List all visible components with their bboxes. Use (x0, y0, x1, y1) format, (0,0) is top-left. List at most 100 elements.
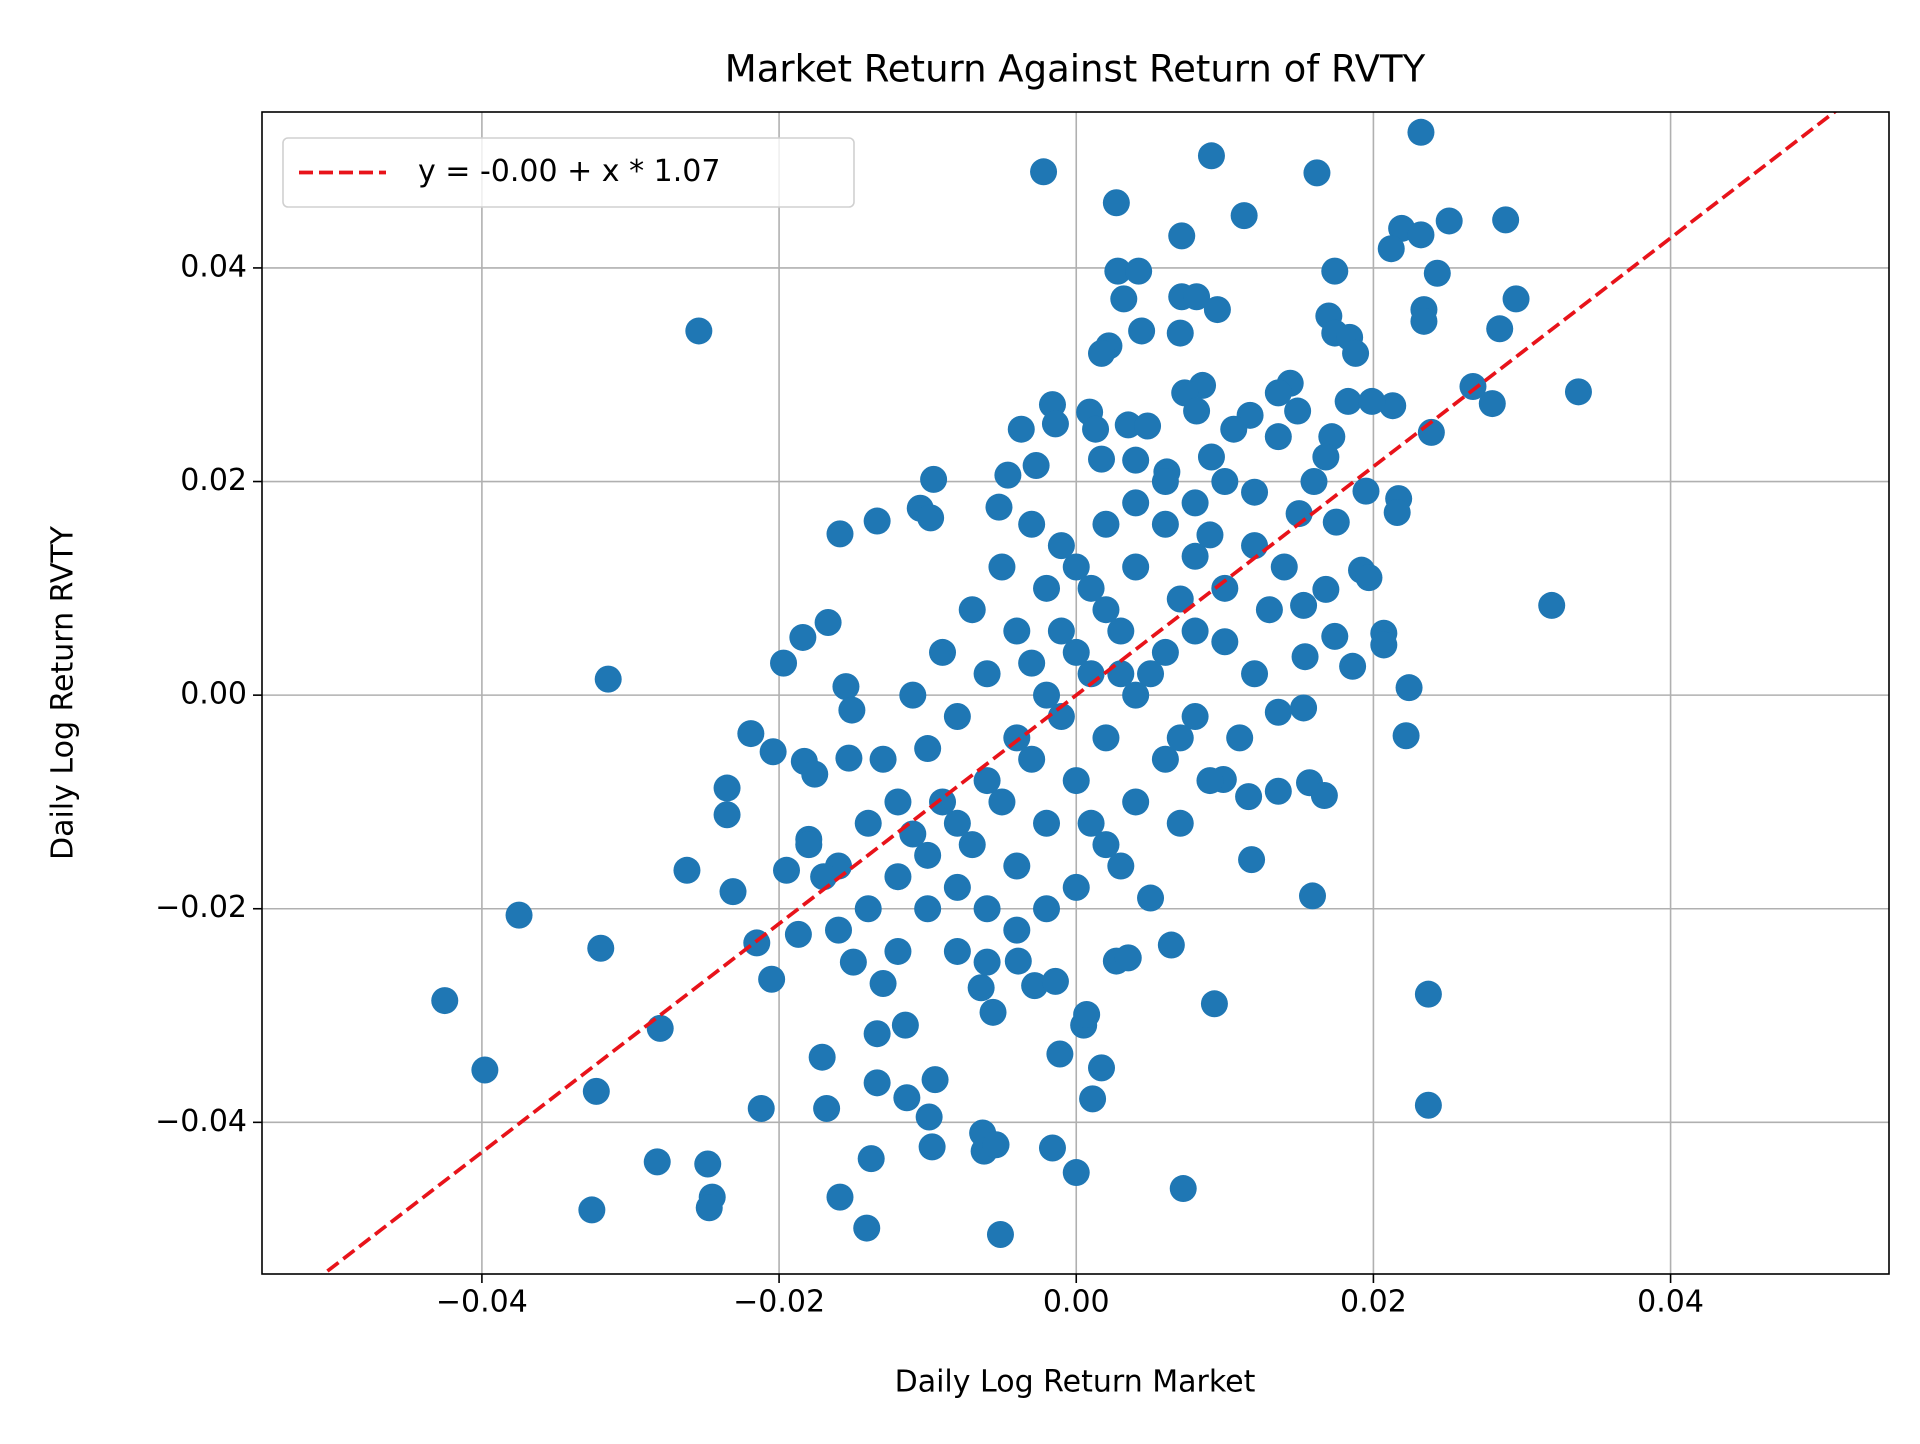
scatter-point (1077, 809, 1105, 837)
scatter-point (1166, 809, 1194, 837)
scatter-point (1486, 315, 1514, 343)
scatter-point (471, 1056, 499, 1084)
scatter-point (813, 1094, 841, 1122)
scatter-point (814, 609, 842, 637)
scatter-point (869, 970, 897, 997)
scatter-point (1183, 283, 1211, 311)
scatter-point (854, 809, 882, 837)
scatter-point (1220, 415, 1248, 443)
scatter-point (773, 856, 801, 884)
scatter-point (1088, 339, 1116, 367)
scatter-point (1047, 617, 1075, 645)
scatter-point (943, 937, 971, 965)
scatter-point (1459, 372, 1487, 400)
scatter-point (835, 744, 863, 772)
scatter-point (1370, 631, 1398, 659)
scatter-point (929, 788, 957, 816)
scatter-point (646, 1014, 674, 1042)
scatter-point (1046, 1040, 1074, 1068)
scatter-point (1166, 585, 1194, 613)
scatter-point (810, 863, 838, 891)
scatter-point (1414, 1091, 1442, 1119)
scatter-point (1264, 423, 1292, 451)
scatter-point (1030, 158, 1058, 186)
scatter-point (673, 856, 701, 884)
scatter-point (1478, 390, 1506, 418)
scatter-point (1435, 207, 1463, 235)
scatter-point (1137, 884, 1165, 912)
scatter-point (505, 901, 533, 929)
scatter-point (1492, 206, 1520, 234)
scatter-point (853, 1214, 881, 1242)
scatter-point (1166, 319, 1194, 347)
scatter-point (1379, 392, 1407, 420)
scatter-point (1102, 189, 1130, 217)
scatter-point (694, 1150, 722, 1178)
scatter-point (920, 465, 948, 493)
scatter-point (1235, 783, 1263, 811)
scatter-point (1151, 468, 1179, 496)
scatter-point (1107, 852, 1135, 880)
scatter-point (1183, 397, 1211, 425)
scatter-point (884, 863, 912, 891)
scatter-point (973, 948, 1001, 976)
scatter-point (1007, 415, 1035, 443)
scatter-point (1321, 622, 1349, 650)
scatter-point (1003, 617, 1031, 645)
scatter-point (1211, 628, 1239, 656)
scatter-point (770, 649, 798, 677)
scatter-point (1355, 564, 1383, 592)
scatter-point (869, 745, 897, 773)
scatter-point (1300, 468, 1328, 496)
scatter-point (784, 920, 812, 948)
scatter-point (1538, 591, 1566, 619)
scatter-point (1284, 397, 1312, 425)
scatter-point (1197, 443, 1225, 471)
y-tick-label: 0.00 (180, 677, 247, 712)
scatter-point (1377, 235, 1405, 263)
scatter-point (1383, 499, 1411, 527)
scatter-point (1230, 202, 1258, 230)
scatter-point (1339, 652, 1367, 680)
scatter-point (973, 895, 1001, 923)
scatter-point (1414, 980, 1442, 1008)
scatter-point (578, 1196, 606, 1224)
scatter-point (1114, 944, 1142, 972)
scatter-point (1088, 445, 1116, 473)
chart-title: Market Return Against Return of RVTY (725, 48, 1426, 91)
scatter-point (826, 520, 854, 548)
scatter-point (825, 916, 853, 944)
scatter-point (1211, 574, 1239, 602)
legend: y = -0.00 + x * 1.07 (282, 137, 855, 208)
scatter-point (1128, 317, 1156, 345)
scatter-point (1168, 222, 1196, 250)
scatter-point (1407, 221, 1435, 249)
scatter-point (1564, 378, 1592, 406)
scatter-point (1290, 694, 1318, 722)
scatter-point (1211, 468, 1239, 496)
legend-box (282, 137, 855, 208)
y-tick-label: −0.04 (155, 1104, 247, 1139)
scatter-point (1003, 916, 1031, 944)
scatter-point (918, 1133, 946, 1161)
scatter-point (587, 934, 615, 962)
scatter-point (857, 1145, 885, 1173)
scatter-point (1196, 767, 1224, 795)
scatter-point (1423, 259, 1451, 287)
scatter-point (863, 507, 891, 535)
scatter-point (863, 1069, 891, 1097)
x-tick-label: −0.02 (733, 1285, 825, 1320)
scatter-point (1181, 617, 1209, 645)
scatter-point (1181, 489, 1209, 517)
scatter-point (1041, 410, 1069, 438)
scatter-point (737, 720, 765, 748)
scatter-point (1264, 379, 1292, 407)
scatter-point (1137, 660, 1165, 688)
scatter-point (808, 1043, 836, 1071)
scatter-point (1241, 478, 1269, 506)
scatter-point (1088, 1054, 1116, 1082)
scatter-point (854, 895, 882, 923)
scatter-point (1018, 745, 1046, 773)
scatter-point (747, 1094, 775, 1122)
